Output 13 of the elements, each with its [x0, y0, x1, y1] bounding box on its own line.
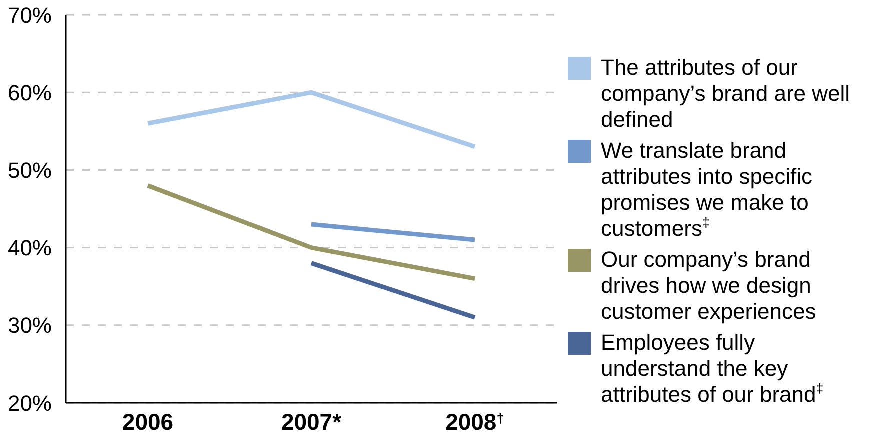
y-tick-label: 60% — [8, 80, 52, 106]
legend-label: We translate brand attributes into specific promises we make to customers$^{‡}$ — [601, 138, 814, 242]
y-tick-label: 40% — [8, 236, 52, 261]
legend-label: The attributes of our company’s brand are well defined — [601, 55, 852, 133]
legend-label: Our company’s brand drives how we design customer experiences — [601, 247, 818, 325]
y-tick-label: 70% — [8, 2, 52, 28]
legend-label: Employees fully understand the key attributes of our brand$^{‡}$ — [601, 330, 825, 408]
x-tick-label: 2006 — [122, 409, 174, 435]
x-tick-label: 2007* — [281, 409, 342, 435]
y-tick-label: 50% — [8, 158, 52, 184]
y-tick-label: 30% — [8, 313, 52, 338]
x-tick-label: 2008$^{†}$ — [446, 409, 504, 435]
y-tick-label: 20% — [8, 390, 52, 416]
